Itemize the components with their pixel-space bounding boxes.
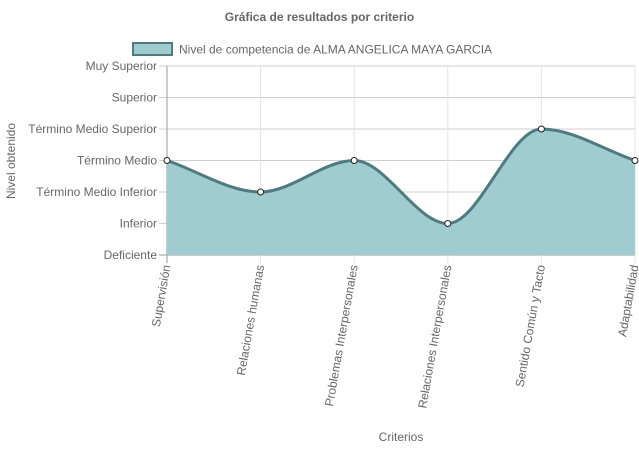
x-axis-label: Criterios bbox=[379, 430, 424, 444]
x-tick-label: Relaciones humanas bbox=[234, 264, 267, 377]
data-point[interactable] bbox=[257, 188, 265, 196]
x-tick-label: Adaptabilidad bbox=[615, 264, 639, 338]
x-tick-label: Supervisión bbox=[149, 264, 174, 328]
y-tick-label: Muy Superior bbox=[86, 59, 157, 73]
data-point[interactable] bbox=[163, 157, 171, 164]
y-tick-label: Deficiente bbox=[104, 248, 158, 262]
y-axis-label: Nivel obtenido bbox=[4, 123, 18, 199]
y-axis-ticks: Deficiente Inferior Término Medio Inferior… bbox=[28, 59, 157, 262]
y-tick-label: Término Medio Inferior bbox=[36, 185, 157, 199]
y-tick-label: Término Medio Superior bbox=[28, 122, 157, 136]
plot-area bbox=[163, 125, 639, 255]
data-point[interactable] bbox=[631, 157, 639, 164]
x-tick-label: Sentido Común y Tacto bbox=[513, 263, 548, 388]
y-tick-label: Término Medio bbox=[77, 154, 157, 168]
legend-label: Nivel de competencia de ALMA ANGELICA MA… bbox=[179, 43, 492, 57]
data-point[interactable] bbox=[444, 220, 452, 227]
legend[interactable]: Nivel de competencia de ALMA ANGELICA MA… bbox=[132, 42, 492, 57]
data-point[interactable] bbox=[350, 157, 358, 164]
chart-title: Gráfica de resultados por criterio bbox=[225, 10, 414, 24]
y-tick-label: Superior bbox=[112, 91, 157, 105]
x-axis-ticks: Supervisión Relaciones humanas Problemas I… bbox=[149, 263, 639, 409]
legend-swatch bbox=[132, 42, 173, 56]
x-tick-label: Problemas Interpersonales bbox=[322, 264, 361, 408]
y-tick-label: Inferior bbox=[120, 217, 157, 231]
data-point[interactable] bbox=[537, 125, 545, 133]
x-tick-label: Relaciones Interpersonales bbox=[415, 264, 454, 410]
series-line bbox=[166, 127, 636, 226]
